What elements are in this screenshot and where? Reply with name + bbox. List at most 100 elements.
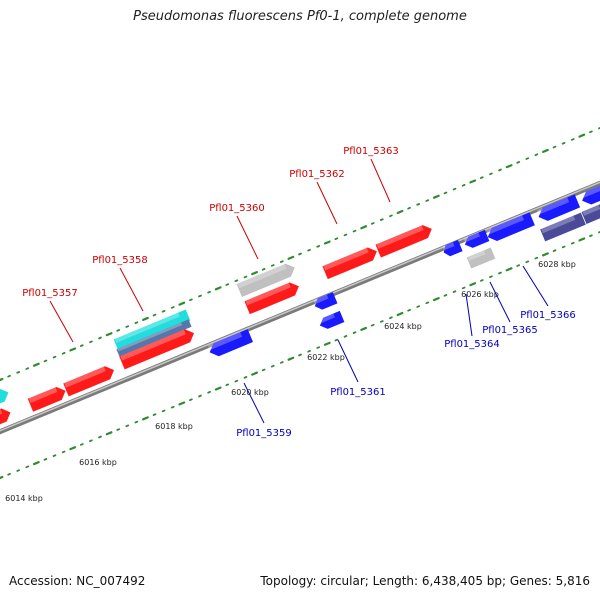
feature-navy-5366-shape (540, 212, 586, 242)
inner-tick (352, 331, 357, 334)
feature-navy-5367-shine (582, 204, 600, 216)
feature-navy-5367 (581, 202, 600, 224)
inner-tick (407, 308, 411, 312)
gene-forward-5358-shine (120, 329, 186, 361)
inner-tick (316, 346, 321, 349)
gene-forward-5357a-shine (28, 387, 58, 403)
outer-tick (16, 371, 21, 374)
gene-forward-5358 (119, 329, 195, 370)
outer-tick (443, 191, 448, 195)
inner-tick (525, 260, 530, 264)
inner-tick (207, 390, 211, 394)
gene-reverse-5366 (536, 194, 581, 221)
gene-reverse-5366-shape (538, 194, 581, 221)
feature-grey-5365-shine (467, 250, 486, 261)
outer-tick (561, 141, 566, 145)
outer-tick (7, 374, 11, 378)
inner-tick (469, 282, 477, 287)
outer-tick (189, 298, 193, 302)
inner-tick (43, 458, 48, 461)
gene-label[interactable]: Pfl01_5361 (330, 387, 386, 398)
outer-tick (287, 255, 295, 260)
gene-reverse-5367 (580, 182, 600, 205)
gene-label[interactable]: Pfl01_5362 (289, 169, 345, 180)
outer-tick (323, 240, 331, 245)
feature-navy-5366-shine (541, 215, 576, 234)
outer-tick (389, 214, 393, 218)
accession-text: Accession: NC_007492 (9, 574, 146, 588)
feature-steel-5358-shape (116, 319, 192, 357)
inner-tick (125, 424, 130, 428)
gene-reverse-5367-shine (580, 185, 600, 199)
gene-forward-5363 (375, 225, 432, 258)
outer-tick (479, 176, 484, 179)
outer-tick (469, 179, 477, 184)
gene-forward-5357-shape (63, 366, 115, 397)
inner-tick (270, 364, 275, 368)
leader-line (370, 158, 391, 203)
inner-tick (498, 271, 502, 275)
gene-label[interactable]: Pfl01_5366 (520, 310, 576, 321)
inner-tick (52, 454, 57, 457)
inner-tick (298, 353, 302, 357)
gene-reverse-5367-shape (582, 182, 600, 205)
outer-tick (316, 245, 321, 248)
inner-tick (214, 386, 222, 391)
outer-tick (142, 316, 149, 321)
outer-tick (425, 199, 430, 202)
inner-tick (461, 286, 466, 290)
inner-tick (505, 267, 513, 272)
inner-tick-row (0, 231, 600, 480)
inner-tick (489, 275, 493, 279)
gene-reverse-5364b-shine (463, 232, 480, 243)
outer-tick (214, 286, 222, 291)
gene-reverse-5366-shine (536, 197, 570, 215)
genome-summary-text: Topology: circular; Length: 6,438,405 bp… (260, 574, 590, 588)
gene-label[interactable]: Pfl01_5365 (482, 325, 538, 336)
outer-tick-row (0, 127, 600, 382)
feature-grey-5360-shine (237, 264, 287, 289)
leader-line (49, 300, 74, 343)
outer-tick (505, 164, 513, 169)
gene-forward-5357a-shape (27, 386, 66, 412)
leader-line (243, 382, 265, 424)
leader-line (465, 293, 473, 337)
inner-tick (261, 368, 266, 372)
outer-tick (79, 344, 84, 347)
inner-tick (89, 439, 93, 443)
feature-navy-5367-shape (581, 202, 600, 224)
map-title: Pseudomonas fluorescens Pf0-1, complete … (133, 9, 467, 24)
outer-tick (552, 145, 557, 149)
outer-tick (396, 209, 404, 215)
inner-tick (360, 326, 368, 331)
gene-reverse-5361 (318, 310, 345, 329)
gene-label[interactable]: Pfl01_5363 (343, 146, 399, 157)
gene-forward-5363-shape (375, 225, 432, 258)
outer-tick (52, 355, 57, 359)
gene-reverse-5364 (442, 240, 463, 257)
gene-label[interactable]: Pfl01_5364 (444, 339, 500, 350)
outer-tick (234, 279, 239, 283)
gene-label[interactable]: Pfl01_5359 (236, 428, 292, 439)
gene-features (0, 182, 600, 435)
scale-tick-label: 6020 kbp (231, 388, 269, 397)
inner-tick (16, 469, 21, 472)
gene-label[interactable]: Pfl01_5357 (22, 288, 78, 299)
feature-grey-5360-shape (236, 263, 295, 297)
outer-tick (32, 362, 40, 367)
inner-tick (7, 472, 11, 476)
outer-tick (243, 275, 248, 279)
gene-label[interactable]: Pfl01_5358 (92, 255, 148, 266)
feature-navy-5366 (540, 212, 586, 242)
gene-label[interactable]: Pfl01_5360 (209, 203, 265, 214)
outer-tick (461, 183, 466, 187)
inner-tick (516, 264, 521, 267)
inner-tick (32, 461, 40, 466)
gene-forward-5362 (322, 247, 377, 280)
inner-tick (142, 416, 149, 421)
inner-tick (116, 428, 121, 431)
outer-tick (170, 306, 175, 309)
outer-tick (570, 138, 575, 141)
inner-tick (178, 401, 186, 406)
outer-tick (542, 148, 549, 153)
